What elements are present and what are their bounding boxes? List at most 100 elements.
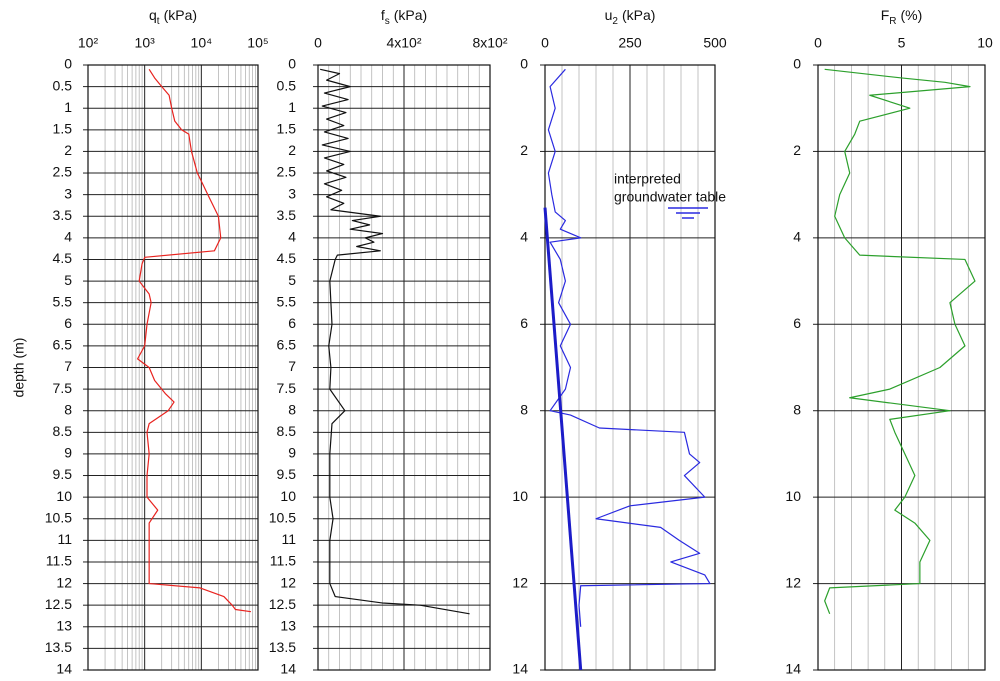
y-tick-label: 10 [512, 488, 528, 504]
y-tick-label: 5.5 [53, 293, 73, 309]
data-line [136, 68, 252, 613]
y-tick-label: 2 [64, 142, 72, 158]
y-tick-label: 2.5 [53, 164, 73, 180]
y-tick-label: 3.5 [277, 207, 297, 223]
y-tick-label: 5 [288, 272, 296, 288]
y-tick-label: 12 [512, 574, 528, 590]
x-tick-label: 10⁵ [247, 35, 268, 51]
y-tick-label: 4 [793, 229, 801, 245]
axis-title: u2 (kPa) [605, 7, 656, 27]
y-tick-label: 8 [288, 401, 296, 417]
y-tick-label: 14 [280, 661, 296, 677]
y-tick-label: 8 [520, 401, 528, 417]
y-tick-label: 7 [64, 358, 72, 374]
y-tick-label: 2 [520, 142, 528, 158]
y-tick-label: 14 [512, 661, 528, 677]
y-tick-label: 8 [793, 401, 801, 417]
y-tick-label: 10 [280, 488, 296, 504]
data-line [320, 68, 470, 615]
y-tick-label: 1.5 [53, 121, 73, 137]
y-tick-label: 9 [288, 445, 296, 461]
y-tick-label: 10 [56, 488, 72, 504]
y-tick-label: 6.5 [277, 337, 297, 353]
y-tick-label: 11 [281, 531, 296, 547]
y-tick-label: 12.5 [45, 596, 72, 612]
y-tick-label: 9 [64, 445, 72, 461]
data-line [824, 68, 976, 615]
x-tick-label: 4x10² [386, 35, 421, 51]
y-tick-label: 4 [288, 229, 296, 245]
y-tick-label: 7.5 [277, 380, 297, 396]
plot-frame [87, 64, 259, 671]
y-tick-label: 14 [56, 661, 72, 677]
x-tick-label: 10² [78, 35, 99, 51]
y-tick-label: 6 [520, 315, 528, 331]
y-tick-label: 11.5 [46, 553, 72, 569]
y-tick-label: 0.5 [277, 77, 297, 93]
y-tick-label: 9.5 [53, 466, 73, 482]
y-tick-label: 0 [64, 56, 72, 72]
y-tick-label: 2 [288, 142, 296, 158]
annotation: groundwater table [614, 189, 726, 205]
y-tick-label: 3.5 [53, 207, 73, 223]
y-tick-label: 12 [785, 574, 801, 590]
data-line [547, 68, 711, 627]
y-axis-label: depth (m) [11, 338, 27, 398]
y-tick-label: 9.5 [277, 466, 297, 482]
y-tick-label: 2.5 [277, 164, 297, 180]
y-tick-label: 4.5 [277, 250, 297, 266]
title-unit: (kPa) [394, 7, 427, 23]
x-tick-label: 0 [814, 35, 822, 51]
y-tick-label: 7.5 [53, 380, 73, 396]
plot-frame [317, 64, 491, 671]
y-tick-label: 12.5 [269, 596, 296, 612]
y-tick-label: 3 [64, 185, 72, 201]
y-tick-label: 0 [288, 56, 296, 72]
x-tick-label: 0 [314, 35, 322, 51]
y-tick-label: 14 [785, 661, 801, 677]
title-subscript: R [889, 16, 896, 27]
x-tick-label: 5 [898, 35, 906, 51]
y-tick-label: 11.5 [270, 553, 296, 569]
y-tick-label: 8.5 [277, 423, 297, 439]
y-tick-label: 6 [793, 315, 801, 331]
x-tick-label: 8x10² [472, 35, 507, 51]
y-tick-label: 0 [793, 56, 801, 72]
y-tick-label: 13 [56, 617, 72, 633]
axis-title: FR (%) [881, 7, 923, 27]
y-tick-label: 13.5 [269, 639, 296, 655]
title-symbol: f [381, 7, 385, 23]
y-tick-label: 5.5 [277, 293, 297, 309]
plot-frame [544, 64, 716, 671]
x-tick-label: 10 [977, 35, 993, 51]
x-tick-label: 250 [618, 35, 642, 51]
y-tick-label: 2 [793, 142, 801, 158]
title-symbol: F [881, 7, 890, 23]
title-unit: (kPa) [622, 7, 655, 23]
plot-frame [817, 64, 986, 671]
title-unit: (%) [901, 7, 923, 23]
y-tick-label: 0.5 [53, 77, 73, 93]
x-tick-label: 500 [703, 35, 727, 51]
data-line [543, 207, 583, 671]
y-tick-label: 11 [57, 531, 72, 547]
y-tick-label: 8 [64, 401, 72, 417]
title-symbol: u [605, 7, 613, 23]
y-tick-label: 6 [64, 315, 72, 331]
annotation: interpreted [614, 171, 681, 187]
x-tick-label: 10³ [135, 35, 156, 51]
y-tick-label: 13 [280, 617, 296, 633]
y-tick-label: 0 [520, 56, 528, 72]
y-tick-label: 6.5 [53, 337, 73, 353]
y-tick-label: 10.5 [269, 509, 296, 525]
y-tick-label: 3 [288, 185, 296, 201]
y-tick-label: 5 [64, 272, 72, 288]
axis-title: fs (kPa) [381, 7, 427, 27]
y-tick-label: 7 [288, 358, 296, 374]
title-subscript: 2 [612, 16, 618, 27]
y-tick-label: 4 [520, 229, 528, 245]
y-tick-label: 13.5 [45, 639, 72, 655]
y-tick-label: 1.5 [277, 121, 297, 137]
y-tick-label: 6 [288, 315, 296, 331]
